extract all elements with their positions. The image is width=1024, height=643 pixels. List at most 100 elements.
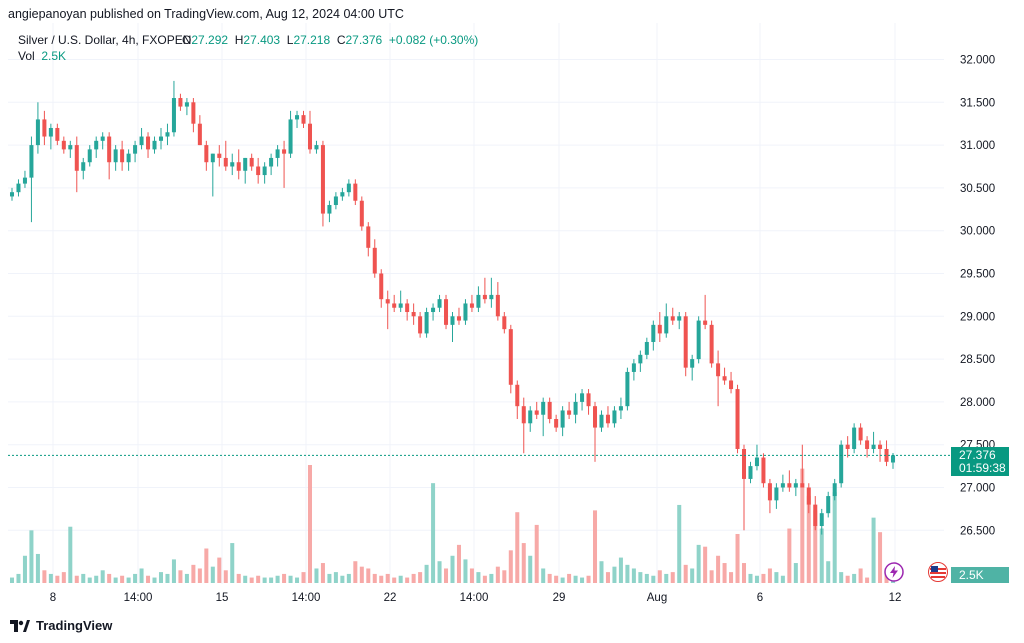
candle-body [243,157,248,171]
volume-bar [670,572,675,583]
volume-bar [16,573,21,583]
volume-bar [845,575,850,583]
candle-body [152,140,157,150]
candle-body [139,136,144,146]
candle-body [826,496,831,514]
lightning-icon[interactable] [884,562,904,582]
candle-body [463,303,468,321]
candle-body [800,483,805,488]
volume-bar [709,570,714,583]
volume-bar [748,573,753,583]
volume-bar [813,510,818,583]
tradingview-logo-icon [10,619,30,632]
price-tick-label: 32.000 [960,55,995,67]
volume-bar [722,563,727,583]
volume-bar [567,573,572,583]
time-tick-label: 8 [50,592,56,604]
volume-readout: Vol 2.5K [18,49,66,63]
candle-body [469,303,474,308]
volume-bar [547,573,552,583]
volume-bar [729,572,734,583]
volume-bar [236,573,241,583]
candle-body [113,149,118,163]
low-value: 27.218 [293,33,331,47]
volume-bar [405,577,410,583]
candle-body [236,162,241,171]
volume-bar [495,566,500,583]
candle-body [61,140,66,150]
volume-bar [573,575,578,583]
volume-bar [508,550,513,583]
candle-body [146,136,151,150]
volume-bar [197,568,202,583]
volume-bar [586,575,591,583]
volume-bar [165,573,170,583]
volume-bar [528,555,533,583]
candle-body [871,444,876,449]
time-tick-label: 6 [757,592,763,604]
candle-body [94,140,99,150]
grid [8,23,944,584]
candle-body [858,427,863,441]
candle-body [774,487,779,501]
candle-body [178,98,183,107]
volume-bar [865,577,870,583]
volume-bar [262,577,267,583]
volume-bar [48,573,53,583]
candle-body [171,98,176,133]
volume-bar [456,544,461,583]
candle-body [450,316,455,325]
candle-body [515,384,520,407]
volume-bar [761,573,766,583]
candle-body [696,320,701,360]
volume-bar [444,568,449,583]
candle-body [839,444,844,484]
candle-body [29,145,34,178]
candle-body [547,401,552,420]
volume-bar [133,573,138,583]
candle-body [126,153,131,163]
volume-bar [126,577,131,583]
volume-bar [314,568,319,583]
volume-bar [800,468,805,583]
candle-body [819,513,824,527]
candle-body [418,316,423,334]
us-flag-icon[interactable] [928,562,948,582]
candle-body [534,410,539,415]
price-tick-label: 29.000 [960,311,995,323]
volume-bar [521,543,526,583]
footer-brand[interactable]: TradingView [10,618,112,633]
volume-bar [61,572,66,583]
volume-bar [774,572,779,583]
volume-bar [107,573,112,583]
volume-bar [307,465,312,583]
candle-body [554,419,559,428]
publisher-line: angiepanoyan published on TradingView.co… [8,7,404,21]
volume-bar [819,528,824,583]
candle-body [502,316,507,330]
volume-bar [42,570,47,583]
volume-bar [832,492,837,583]
volume-bar [677,504,682,583]
high-label: H [234,33,244,47]
candle-body [444,299,449,325]
price-tick-label: 31.000 [960,140,995,152]
time-tick-label: 14:00 [292,592,321,604]
price-tick-label: 28.500 [960,354,995,366]
volume-bar [657,570,662,583]
volume-bar [703,546,708,583]
price-tick-label: 30.000 [960,226,995,238]
volume-bar [256,575,261,583]
volume-bar [139,568,144,583]
volume-bar [346,573,351,583]
candle-countdown: 01:59:38 [959,461,1006,475]
candle-body [405,303,410,313]
time-tick-label: Aug [647,592,667,604]
volume-bar [554,575,559,583]
symbol-title: Silver / U.S. Dollar, 4h, FXOPEN [18,33,192,47]
candle-body [508,329,513,385]
volume-bar [301,572,306,583]
volume-bar [191,564,196,583]
candle-body [269,157,274,167]
